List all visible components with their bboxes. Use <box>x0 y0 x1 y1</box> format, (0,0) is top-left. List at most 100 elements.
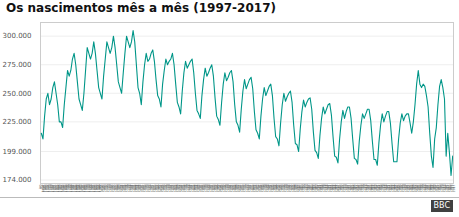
html-text:2002: 2002 <box>139 184 144 193</box>
html-text:nov: nov <box>93 184 98 190</box>
html-text:mar: mar <box>41 184 46 191</box>
html-text:2000: 2000 <box>99 184 104 193</box>
html-text:dez: dez <box>95 184 100 190</box>
html-text:abr: abr <box>121 184 126 190</box>
html-text:dez: dez <box>75 184 80 190</box>
html-text:nov: nov <box>73 184 78 190</box>
html-text:fev: fev <box>59 184 64 190</box>
html-text:set: set <box>109 184 114 190</box>
svg-text:275.000: 275.000 <box>3 61 32 69</box>
html-text:1998: 1998 <box>76 184 81 193</box>
html-text:ago: ago <box>88 184 93 191</box>
html-text:dez: dez <box>114 184 119 190</box>
html-text:mar: mar <box>80 184 85 191</box>
html-text:abr: abr <box>62 184 67 190</box>
html-text:2000: 2000 <box>116 184 121 193</box>
html-text:out: out <box>111 184 116 190</box>
html-text:2000: 2000 <box>106 184 111 193</box>
html-text:nov: nov <box>54 184 59 190</box>
html-text:out: out <box>52 184 57 190</box>
html-text:2001: 2001 <box>119 184 124 193</box>
html-text:jul: jul <box>106 184 111 189</box>
html-text:fev: fev <box>98 184 103 190</box>
html-text:1997: 1997 <box>53 184 58 193</box>
html-text:dez: dez <box>134 184 139 190</box>
html-text:2002: 2002 <box>142 184 147 193</box>
html-text:ago: ago <box>49 184 54 191</box>
html-text:jun: jun <box>85 184 90 190</box>
html-text:mai: mai <box>103 184 108 191</box>
html-text:mar: mar <box>119 184 124 191</box>
html-text:2001: 2001 <box>135 184 140 193</box>
html-text:jul: jul <box>126 184 131 189</box>
html-text:abr: abr <box>42 184 47 190</box>
html-text:jun: jun <box>65 184 70 190</box>
html-text:1999: 1999 <box>80 184 85 193</box>
html-text:mar: mar <box>60 184 65 191</box>
html-text:out: out <box>131 184 136 190</box>
html-text:1997: 1997 <box>44 184 49 193</box>
html-text:jan: jan <box>77 184 82 190</box>
html-text:Os nascimentos mês a mês (1997: Os nascimentos mês a mês (1997-2017) <box>6 1 276 15</box>
svg-text:250.000: 250.000 <box>3 90 32 98</box>
html-text:set: set <box>90 184 95 190</box>
html-text:2001: 2001 <box>129 184 134 193</box>
html-text:1999: 1999 <box>93 184 98 193</box>
html-text:1998: 1998 <box>70 184 75 193</box>
html-text:fev: fev <box>78 184 83 190</box>
html-text:set: set <box>129 184 134 190</box>
html-text:fev: fev <box>39 184 44 190</box>
html-text:out: out <box>91 184 96 190</box>
html-text:2000: 2000 <box>103 184 108 193</box>
html-text:1998: 1998 <box>60 184 65 193</box>
html-text:nov: nov <box>113 184 118 190</box>
html-text:1999: 1999 <box>83 184 88 193</box>
svg-text:dez2017: dez2017 <box>449 184 456 192</box>
html-text:2000: 2000 <box>112 184 117 193</box>
html-text:jun: jun <box>144 184 149 190</box>
svg-text:300.000: 300.000 <box>3 32 32 40</box>
html-text:jul: jul <box>67 184 72 189</box>
html-text:1997: 1997 <box>40 184 45 193</box>
html-text:1998: 1998 <box>63 184 68 193</box>
html-text:mai: mai <box>83 184 88 191</box>
html-text:2001: 2001 <box>122 184 127 193</box>
html-text:ago: ago <box>108 184 113 191</box>
html-text:jan: jan <box>37 184 42 190</box>
html-text:set: set <box>50 184 55 190</box>
svg-text:225.000: 225.000 <box>3 118 32 126</box>
html-text:abr: abr <box>101 184 106 190</box>
html-text:mai: mai <box>44 184 49 191</box>
svg-text:199.000: 199.000 <box>3 148 32 156</box>
html-text:jul: jul <box>86 184 91 189</box>
html-text:1997: 1997 <box>57 184 62 193</box>
html-text:mar: mar <box>139 184 144 191</box>
html-text:jan: jan <box>57 184 62 190</box>
html-text:1997: 1997 <box>47 184 52 193</box>
html-text:1999: 1999 <box>89 184 94 193</box>
html-text:set: set <box>70 184 75 190</box>
html-text:ago: ago <box>127 184 132 191</box>
html-text:jan: jan <box>96 184 101 190</box>
html-text:BBC: BBC <box>433 201 450 210</box>
html-text:jan: jan <box>136 184 141 190</box>
html-text:out: out <box>72 184 77 190</box>
html-text:fev: fev <box>118 184 123 190</box>
html-text:1999: 1999 <box>96 184 101 193</box>
html-text:2000: 2000 <box>109 184 114 193</box>
html-text:1999: 1999 <box>86 184 91 193</box>
html-text:dez: dez <box>55 184 60 190</box>
html-text:2002: 2002 <box>145 184 150 193</box>
html-text:jun: jun <box>124 184 129 190</box>
html-text:jul: jul <box>47 184 52 189</box>
html-text:mai: mai <box>142 184 147 191</box>
html-text:mar: mar <box>100 184 105 191</box>
html-text:nov: nov <box>132 184 137 190</box>
html-text:1998: 1998 <box>73 184 78 193</box>
html-text:fev: fev <box>137 184 142 190</box>
html-text:ago: ago <box>68 184 73 191</box>
html-text:2001: 2001 <box>132 184 137 193</box>
svg-text:174.000: 174.000 <box>3 176 32 184</box>
html-text:1997: 1997 <box>50 184 55 193</box>
html-text:jan: jan <box>116 184 121 190</box>
